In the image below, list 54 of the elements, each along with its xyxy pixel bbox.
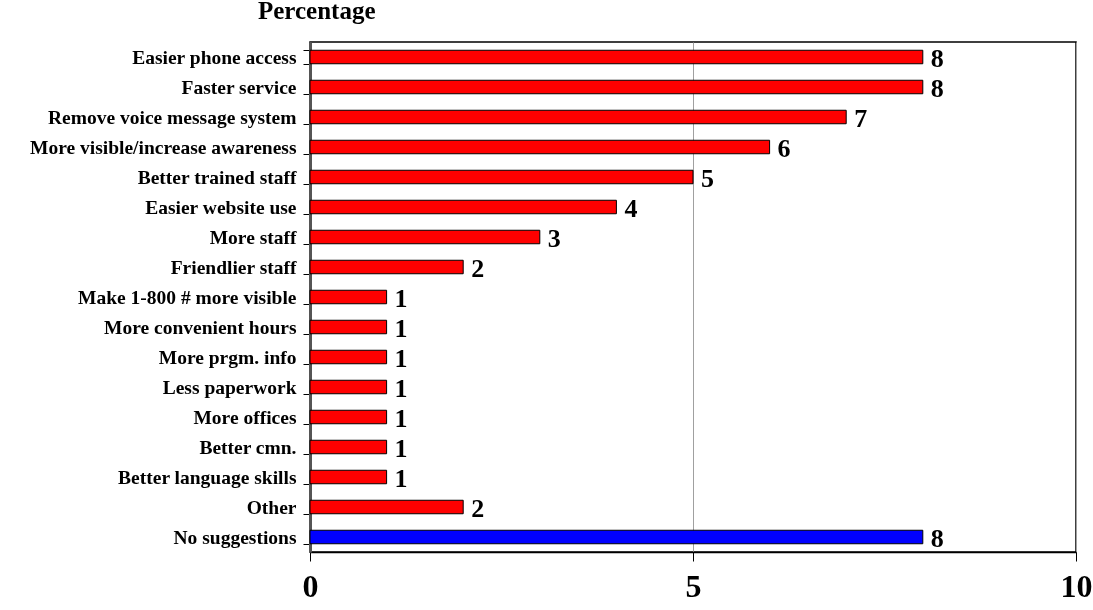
x-tick-label: 5 bbox=[685, 567, 702, 604]
chart-title: Percentage bbox=[258, 0, 376, 24]
y-tick-label: Easier phone access bbox=[132, 46, 297, 68]
y-tick-label: Better cmn. bbox=[199, 436, 297, 458]
y-tick-label: Remove voice message system bbox=[47, 106, 297, 128]
data-label: 5 bbox=[701, 164, 714, 193]
y-tick-label: Better trained staff bbox=[137, 166, 297, 188]
y-tick-label: Better language skills bbox=[118, 466, 297, 488]
data-label: 2 bbox=[471, 494, 485, 523]
bar bbox=[309, 319, 388, 335]
bar bbox=[309, 79, 924, 95]
bar bbox=[309, 499, 464, 515]
bar bbox=[309, 259, 464, 275]
bar bbox=[309, 529, 924, 545]
data-label: 7 bbox=[854, 104, 868, 133]
data-label: 1 bbox=[394, 464, 408, 493]
data-label: 6 bbox=[777, 134, 791, 163]
data-label: 1 bbox=[394, 434, 408, 463]
x-tick-label: 10 bbox=[1060, 567, 1093, 604]
bar bbox=[309, 229, 541, 245]
data-label: 2 bbox=[471, 254, 485, 283]
data-label: 1 bbox=[394, 314, 408, 343]
data-label: 3 bbox=[547, 224, 561, 253]
bar bbox=[309, 169, 694, 185]
bar bbox=[309, 199, 617, 215]
data-label: 8 bbox=[930, 524, 944, 553]
x-tick-label: 0 bbox=[302, 567, 319, 604]
bar bbox=[309, 409, 388, 425]
bar bbox=[309, 379, 388, 395]
data-label: 1 bbox=[394, 374, 408, 403]
bar bbox=[309, 289, 388, 305]
data-label: 8 bbox=[930, 74, 944, 103]
y-tick-label: More visible/increase awareness bbox=[30, 136, 297, 158]
y-tick-label: Make 1-800 # more visible bbox=[78, 286, 297, 308]
data-label: 1 bbox=[394, 344, 408, 373]
y-tick-label: Faster service bbox=[181, 76, 297, 98]
y-tick-label: More offices bbox=[193, 406, 297, 428]
data-label: 1 bbox=[394, 404, 408, 433]
y-tick-label: Less paperwork bbox=[162, 376, 297, 398]
y-tick-label: No suggestions bbox=[173, 526, 297, 548]
bar bbox=[309, 139, 771, 155]
data-label: 8 bbox=[930, 44, 944, 73]
data-label: 1 bbox=[394, 284, 408, 313]
y-tick-label: More convenient hours bbox=[104, 316, 297, 338]
bar bbox=[309, 439, 388, 455]
bar bbox=[309, 349, 388, 365]
bar bbox=[309, 469, 388, 485]
y-tick-label: Friendlier staff bbox=[170, 256, 297, 278]
y-tick-label: Other bbox=[246, 496, 297, 518]
y-tick-label: Easier website use bbox=[145, 196, 297, 218]
y-tick-label: More prgm. info bbox=[158, 346, 297, 368]
data-label: 4 bbox=[624, 194, 638, 223]
y-tick-label: More staff bbox=[209, 226, 297, 248]
bar bbox=[309, 109, 847, 125]
